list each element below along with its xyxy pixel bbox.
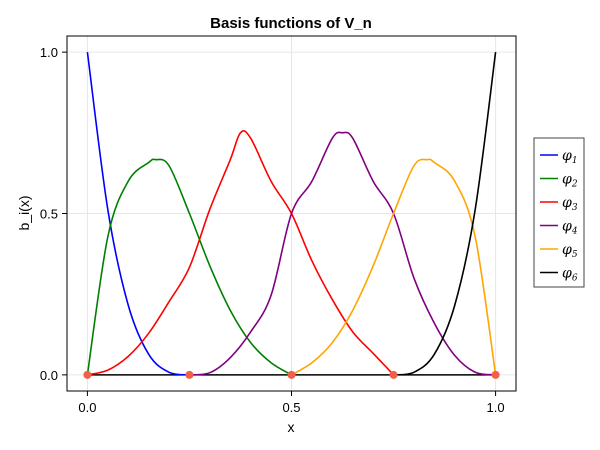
chart-title: Basis functions of V_n [210,15,372,32]
y-tick-label-2: 1.0 [40,45,58,60]
legend-label-5: φ5 [562,242,578,260]
knot-marker-1 [185,370,194,379]
x-tick-label-1: 0.5 [282,400,300,415]
legend-label-6: φ6 [562,266,578,284]
series-line-1 [86,52,190,376]
legend: φ1 φ2 φ3 φ4 φ5 φ6 [533,137,585,288]
series-layer [86,52,497,376]
legend-label-3: φ3 [562,195,578,213]
series-line-3 [87,130,395,376]
x-tick-label-0: 0.0 [78,400,96,415]
y-tick-label-0: 0.0 [40,368,58,383]
series-line-5 [291,158,497,376]
axis-ticks: 0.0 0.5 1.0 0.0 0.5 1.0 [40,45,505,415]
legend-label-4: φ4 [562,219,578,237]
legend-box [533,137,585,288]
series-line-4 [189,131,496,376]
knot-marker-3 [389,370,398,379]
knot-markers [83,370,500,379]
series-line-6 [393,52,497,376]
x-axis-label: x [288,419,295,435]
y-axis-label: b_i(x) [16,195,32,230]
y-tick-label-1: 0.5 [40,207,58,222]
legend-label-1: φ1 [562,148,578,166]
knot-marker-4 [491,370,500,379]
series-line-2 [86,158,292,376]
x-tick-label-2: 1.0 [487,400,505,415]
knot-marker-0 [83,370,92,379]
knot-marker-2 [287,370,296,379]
legend-label-2: φ2 [562,172,578,190]
